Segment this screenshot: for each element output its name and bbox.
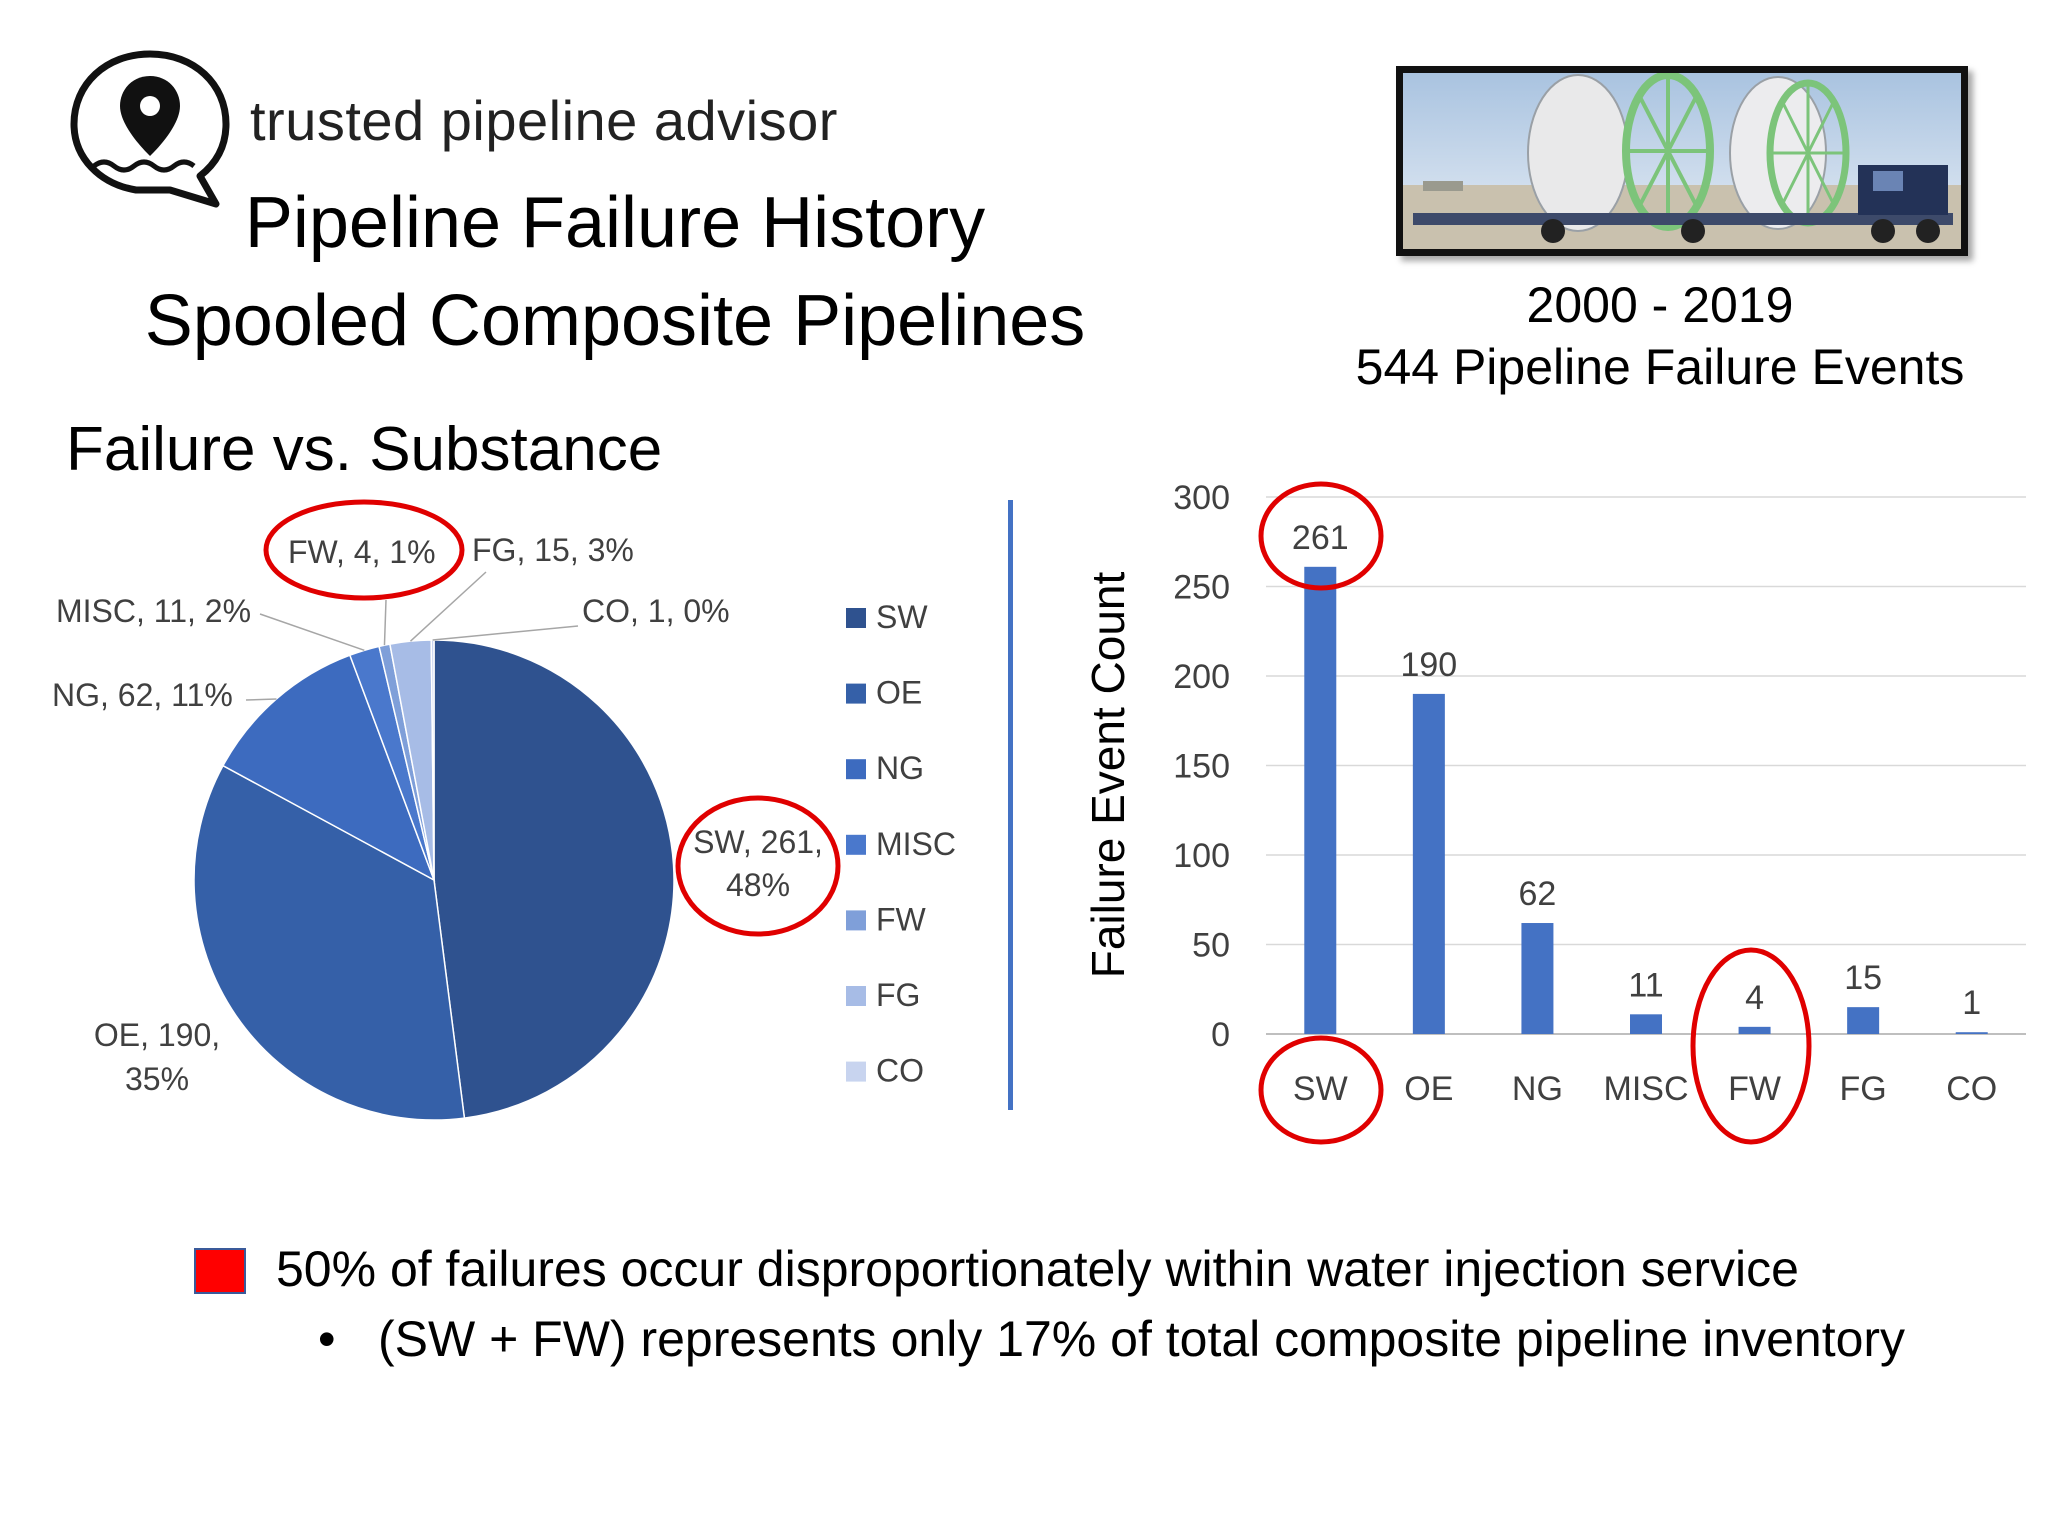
pie-leader-lines	[245, 571, 579, 701]
leader-line-fg	[409, 571, 487, 642]
highlight-circle-sw-category	[1258, 1035, 1384, 1145]
legend-swatch-misc	[846, 834, 866, 855]
pie-slice-oe	[193, 764, 466, 1121]
pie-data-labels: SW, 261, 48% OE, 190, 35% NG, 62, 11% MISC…	[52, 532, 823, 1097]
pie-label-fw: FW, 4, 1%	[288, 534, 436, 570]
y-axis-label: Failure Event Count	[1082, 572, 1134, 979]
legend-label-sw: SW	[876, 599, 928, 635]
x-tick-co: CO	[1946, 1070, 1997, 1108]
y-tick-0: 0	[1211, 1016, 1230, 1054]
pie-label-fg: FG, 15, 3%	[472, 532, 634, 568]
x-tick-ng: NG	[1512, 1070, 1563, 1108]
leader-line-co	[432, 625, 579, 641]
bar-gridlines	[1266, 496, 2026, 1035]
bar-oe	[1412, 693, 1445, 1034]
bar-x-tick-labels: SW OE NG MISC FW FG CO	[1293, 1070, 1997, 1108]
highlight-circle-fw	[1690, 947, 1812, 1145]
pipeline-reel-photo	[1396, 66, 1968, 256]
event-count-label: 544 Pipeline Failure Events	[1355, 339, 1965, 395]
highlight-circle-fw-pie	[263, 499, 465, 601]
bar-value-labels: 261 190 62 11 4 15 1	[1292, 519, 1981, 1022]
chart-divider	[1008, 500, 1013, 1110]
y-tick-200: 200	[1173, 658, 1230, 696]
legend-swatch-ng	[846, 759, 866, 780]
legend-swatch-co	[846, 1061, 866, 1082]
highlight-circle-sw-value	[1258, 481, 1384, 591]
legend-swatch-oe	[846, 683, 866, 704]
bar-misc	[1630, 1014, 1662, 1034]
legend-label-oe: OE	[876, 675, 922, 711]
note-main: 50% of failures occur disproportionately…	[276, 1241, 1799, 1297]
pie-label-oe: OE, 190, 35%	[94, 1017, 220, 1097]
pie-slice-sw	[433, 639, 675, 1119]
page-title-line2: Spooled Composite Pipelines	[144, 281, 1086, 361]
bar-value-oe: 190	[1400, 646, 1457, 684]
y-tick-50: 50	[1192, 927, 1230, 965]
leader-line-fw	[383, 599, 387, 646]
x-tick-fw: FW	[1728, 1070, 1781, 1108]
x-tick-sw: SW	[1293, 1070, 1348, 1108]
bar-value-misc: 11	[1628, 966, 1663, 1004]
red-square-marker	[194, 1248, 246, 1294]
x-tick-oe: OE	[1404, 1070, 1453, 1108]
legend-swatch-fg	[846, 986, 866, 1006]
brand-name: trusted pipeline advisor	[250, 89, 838, 152]
pie-label-sw: SW, 261, 48%	[693, 824, 823, 903]
pie-chart: SW, 261, 48% OE, 190, 35% NG, 62, 11% MISC…	[52, 499, 956, 1121]
bar-co	[1955, 1032, 1988, 1034]
legend-swatch-sw	[846, 608, 866, 628]
leader-line-ng	[245, 698, 277, 701]
legend-label-co: CO	[876, 1053, 924, 1089]
bar-fw	[1738, 1026, 1771, 1034]
bar-value-ng: 62	[1519, 875, 1557, 913]
page-title-line1: Pipeline Failure History	[244, 183, 986, 263]
y-tick-150: 150	[1173, 748, 1230, 786]
leader-line-misc	[259, 613, 365, 652]
bar-value-co: 1	[1962, 984, 1981, 1022]
note-sub: (SW + FW) represents only 17% of total c…	[378, 1311, 1906, 1367]
bars	[1304, 566, 1988, 1034]
section-title: Failure vs. Substance	[66, 415, 663, 484]
highlight-circle-sw-pie	[675, 795, 841, 937]
legend-label-fg: FG	[876, 977, 920, 1013]
x-tick-misc: MISC	[1604, 1070, 1689, 1108]
pie-slices	[193, 639, 675, 1121]
bar-y-tick-labels: 0 50 100 150 200 250 300	[1173, 479, 1230, 1054]
bar-sw	[1304, 566, 1337, 1034]
x-tick-fg: FG	[1840, 1070, 1887, 1108]
y-tick-300: 300	[1173, 479, 1230, 517]
y-tick-250: 250	[1173, 569, 1230, 607]
bar-value-fg: 15	[1844, 959, 1882, 997]
legend-label-ng: NG	[876, 750, 924, 786]
pie-slice-ng	[221, 654, 436, 882]
y-tick-100: 100	[1173, 837, 1230, 875]
map-pin-chat-icon	[70, 50, 230, 208]
bar-fg	[1847, 1007, 1880, 1034]
bar-ng	[1521, 923, 1554, 1034]
bar-value-fw: 4	[1745, 979, 1764, 1017]
pie-label-co: CO, 1, 0%	[582, 593, 730, 629]
bar-value-sw: 261	[1292, 519, 1349, 557]
bullet-icon: •	[318, 1311, 336, 1367]
bar-chart: Failure Event Count 0 50 100 150 200 250 300 2…	[1082, 479, 2026, 1145]
pie-legend: SW OE NG MISC FW FG CO	[846, 599, 956, 1089]
legend-label-misc: MISC	[876, 826, 956, 862]
period-label: 2000 - 2019	[1526, 277, 1794, 333]
legend-label-fw: FW	[876, 901, 927, 937]
pie-label-ng: NG, 62, 11%	[52, 677, 233, 713]
pie-label-misc: MISC, 11, 2%	[56, 593, 251, 629]
legend-swatch-fw	[846, 910, 866, 931]
